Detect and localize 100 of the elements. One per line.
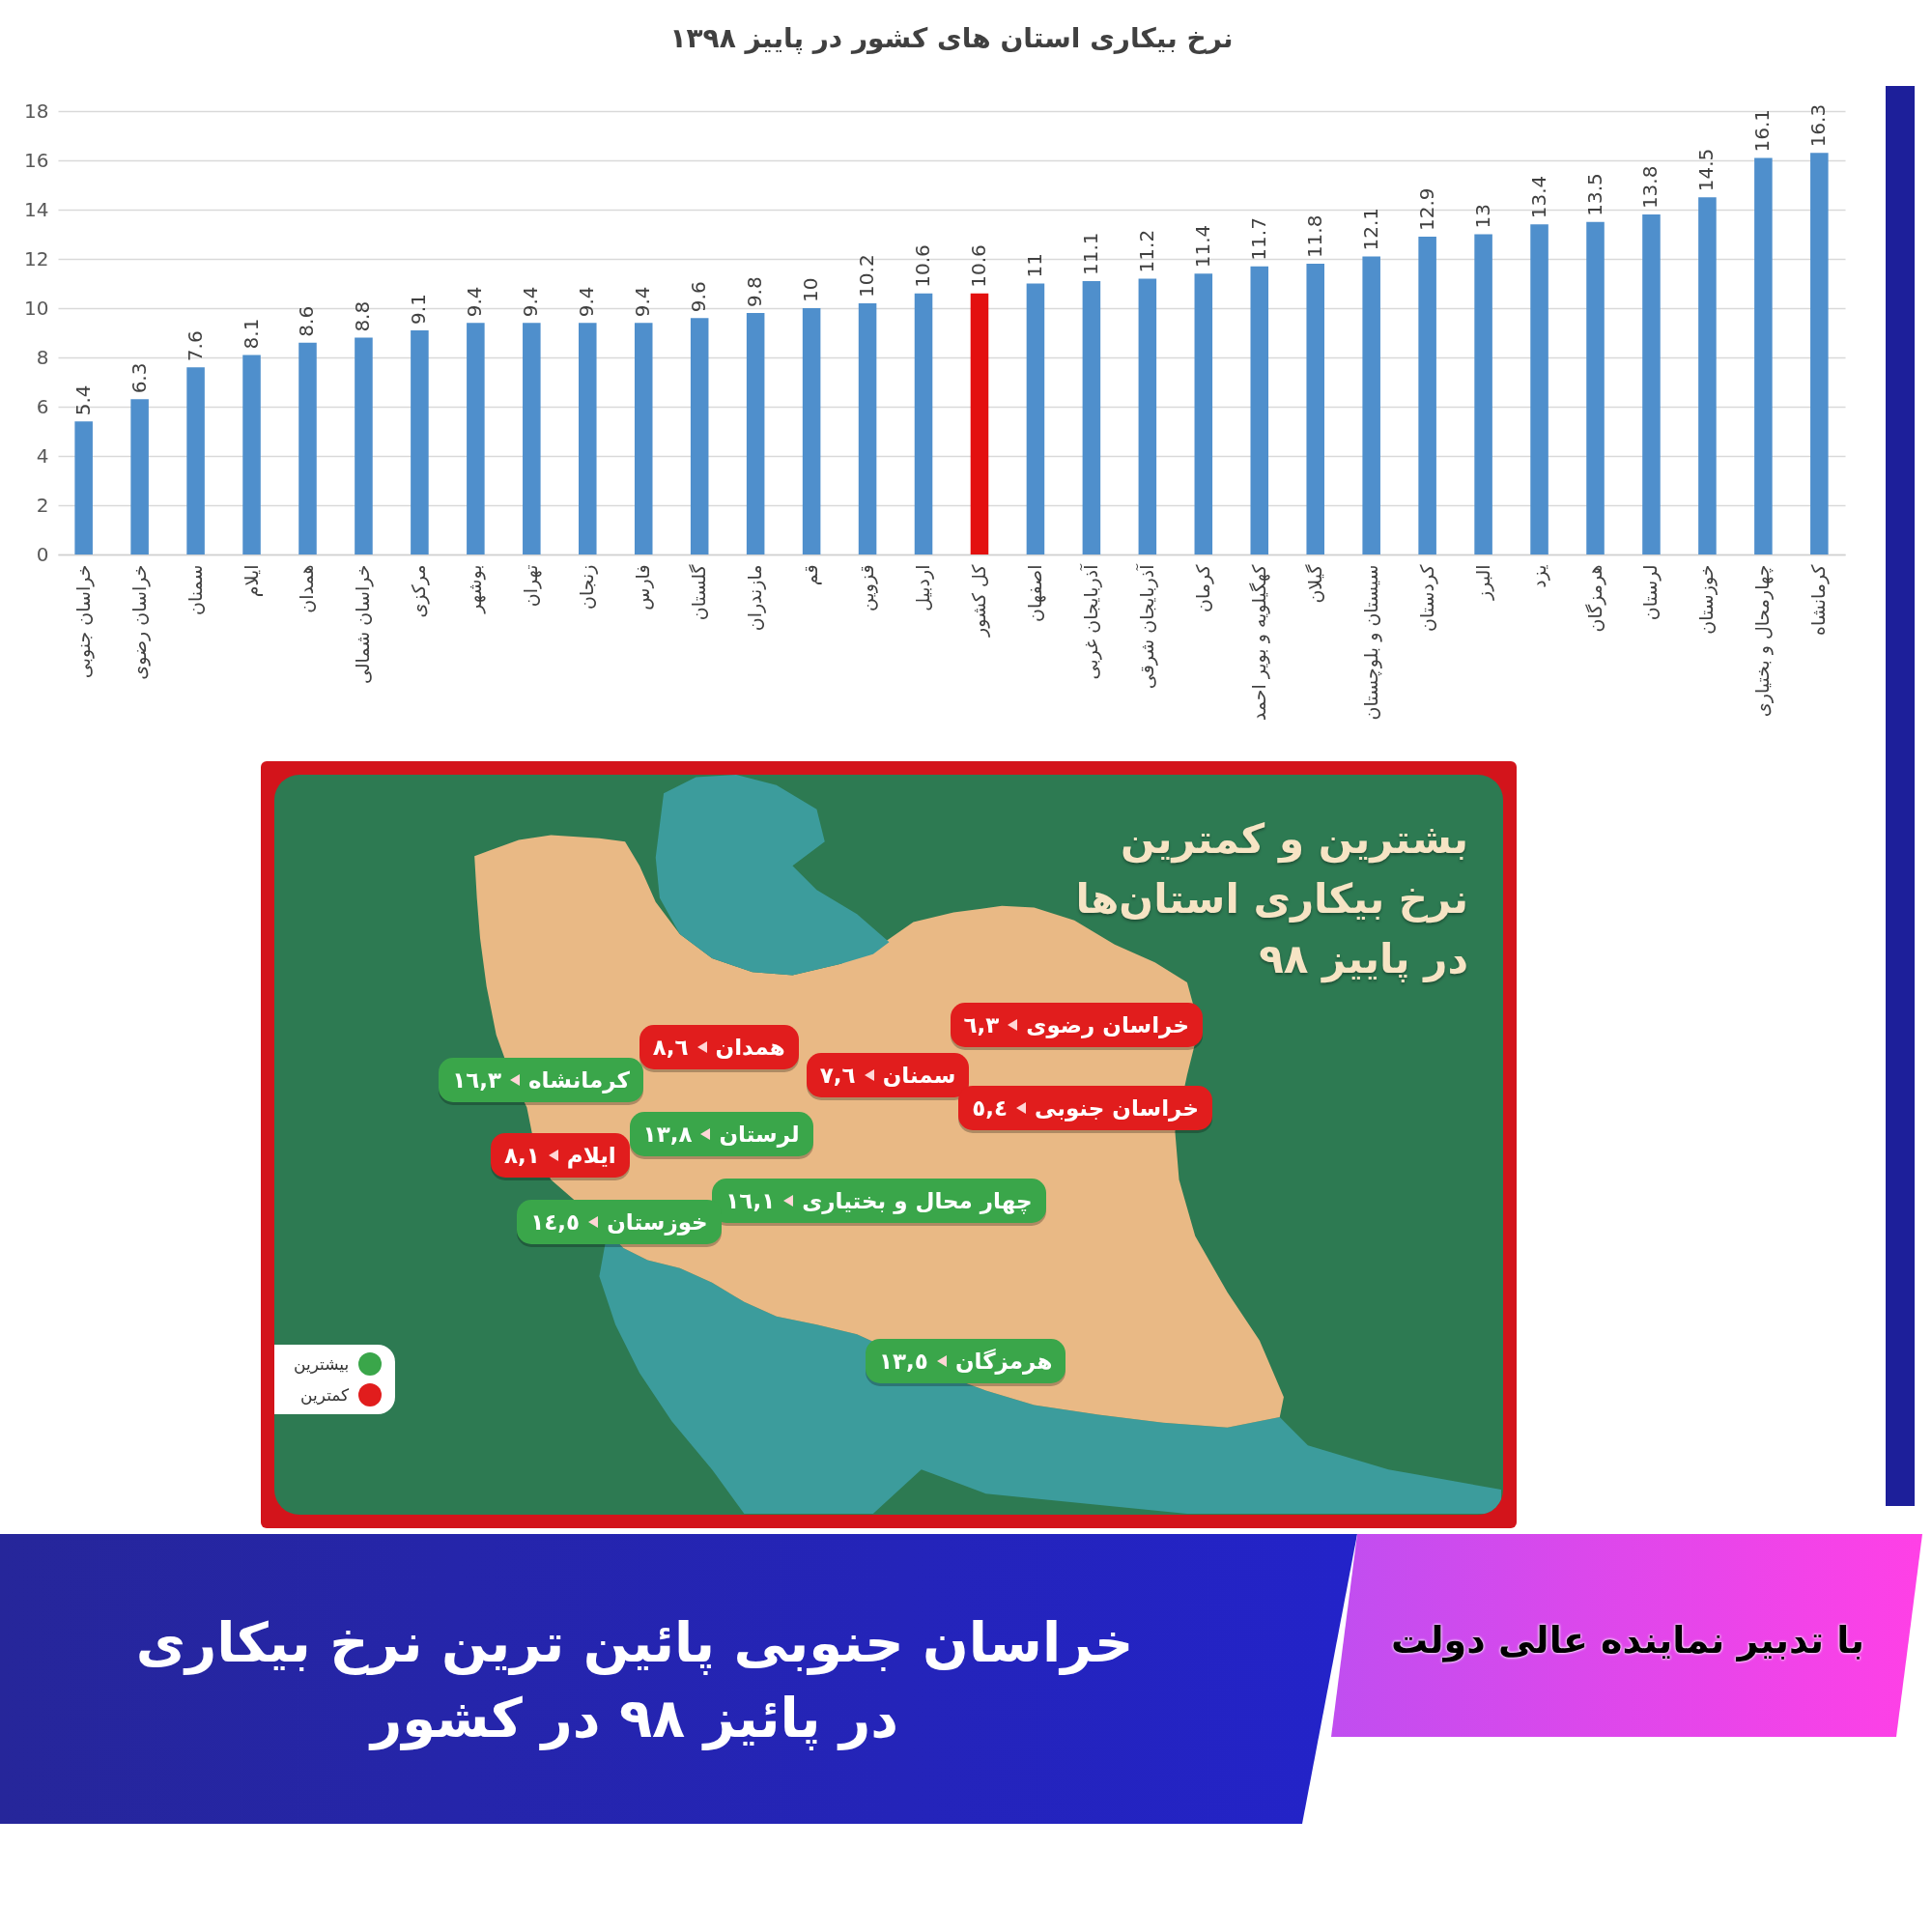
x-tick-label: لرستان: [1639, 564, 1662, 621]
x-tick-label: آذربایجان غربی: [1078, 563, 1102, 680]
data-label: ٦,٣: [963, 1012, 1000, 1037]
data-label: ٨,١: [504, 1143, 540, 1168]
text: با تدبیر نماینده عالی دولت: [1390, 1619, 1865, 1662]
bar: [1754, 157, 1773, 554]
x-tick-label: قم: [800, 564, 823, 586]
y-tick-label: 6: [36, 394, 49, 418]
bar: [1082, 280, 1101, 554]
category-label: خوزستان: [607, 1209, 708, 1236]
x-tick-label: کردستان: [1415, 563, 1438, 632]
bar: [914, 293, 933, 554]
data-label: 12.9: [1414, 187, 1438, 232]
data-label: 9.1: [407, 294, 431, 325]
x-tick-label: فارس: [632, 564, 655, 611]
data-label: ٧,٦: [819, 1062, 856, 1088]
data-label: 13.4: [1526, 175, 1550, 219]
bar: [1530, 224, 1548, 554]
category-label: چهار محال و بختیاری: [802, 1187, 1033, 1213]
bar: [242, 355, 261, 554]
data-label: 8.8: [351, 300, 375, 332]
data-label: 10.2: [855, 254, 879, 298]
x-tick-label: کهگیلویه و بویر احمد: [1247, 563, 1270, 722]
data-label: 9.4: [575, 286, 599, 318]
y-tick-label: 12: [24, 246, 49, 270]
data-label: 14.5: [1694, 148, 1719, 192]
data-label: ١٤,٥: [530, 1209, 581, 1236]
bar: [579, 323, 597, 554]
x-tick-label: سیستان و بلوچستان: [1359, 564, 1382, 721]
bar: [858, 302, 877, 554]
data-label: 5.4: [71, 384, 95, 416]
category-label: خراسان جنوبی: [1035, 1094, 1199, 1121]
data-label: ١٦,١: [725, 1187, 776, 1213]
bar: [74, 421, 93, 554]
x-tick-label: خراسان شمالی: [352, 564, 375, 685]
y-tick-label: 10: [24, 296, 49, 320]
bar: [802, 308, 821, 554]
x-tick-label: چهارمحال و بختیاری: [1751, 564, 1775, 718]
x-tick-label: یزد: [1527, 564, 1550, 588]
x-tick-label: کرمانشاه: [1807, 563, 1831, 636]
bar: [1418, 237, 1436, 554]
legend-label: کمترین: [300, 1385, 350, 1405]
text: خراسان جنوبی پائین ترین نرخ بیکاری در پائیز ۹۸ در کشور: [134, 1610, 1135, 1752]
x-tick-label: گیلان: [1303, 563, 1325, 604]
data-label: 11.7: [1246, 217, 1270, 261]
data-label: 11.1: [1078, 232, 1102, 275]
bar: [1138, 278, 1157, 554]
data-label: 11.4: [1190, 224, 1214, 269]
data-label: 11.2: [1134, 229, 1158, 273]
x-tick-label: قزوین: [856, 564, 879, 611]
category-label: ایلام: [566, 1143, 616, 1168]
bar: [523, 323, 541, 554]
bar: [1698, 197, 1717, 554]
x-tick-label: ایلام: [240, 564, 263, 598]
data-label: 13: [1470, 204, 1494, 229]
y-tick-label: 2: [36, 493, 49, 517]
category-label: سمنان: [882, 1062, 956, 1088]
bar: [1194, 273, 1213, 554]
bar: [746, 313, 765, 554]
data-label: 10: [799, 277, 823, 302]
x-tick-label: اصفهان: [1023, 564, 1046, 623]
x-tick-label: مازندران: [744, 564, 767, 632]
data-label: 16.3: [1806, 103, 1831, 148]
bar: [690, 318, 709, 554]
bar: [467, 323, 485, 554]
data-label: 16.1: [1750, 108, 1775, 153]
bar: [1586, 221, 1605, 554]
bar: [1810, 153, 1829, 554]
bar: [355, 337, 373, 554]
bar: [1362, 256, 1380, 554]
x-tick-label: آذربایجان شرقی: [1134, 563, 1158, 690]
x-tick-label: سمنان: [184, 564, 206, 615]
data-label: 13.5: [1582, 173, 1606, 216]
data-label: 13.8: [1638, 165, 1662, 210]
x-tick-label: کل کشور: [967, 563, 990, 638]
y-tick-label: 8: [36, 345, 49, 369]
bar: [1306, 264, 1324, 554]
x-tick-label: کرمان: [1191, 563, 1214, 612]
x-tick-label: همدان: [296, 564, 318, 613]
data-label: 9.4: [463, 286, 487, 318]
category-label: کرمانشاه: [528, 1066, 630, 1093]
category-label: هرمزگان: [954, 1349, 1053, 1375]
category-label: همدان: [715, 1035, 785, 1061]
data-label: ١٣,٨: [642, 1121, 693, 1147]
bar: [634, 323, 653, 554]
y-tick-label: 14: [24, 197, 49, 221]
data-label: ١٣,٥: [879, 1349, 928, 1375]
data-label: 10.6: [966, 244, 990, 288]
data-label: 12.1: [1358, 207, 1382, 251]
y-tick-label: 18: [24, 99, 49, 123]
data-label: 9.4: [519, 286, 543, 318]
bar: [186, 367, 205, 554]
data-label: 8.1: [239, 318, 263, 350]
y-tick-label: 0: [36, 542, 49, 566]
legend-label: بیشترین: [294, 1354, 350, 1374]
bar: [970, 293, 989, 554]
chart-title: نرخ بیکاری استان های کشور در پاییز ۱۳۹۸: [669, 22, 1234, 54]
x-tick-label: مرکزی: [408, 564, 431, 618]
data-label: ٥,٤: [972, 1094, 1009, 1121]
x-tick-label: البرز: [1471, 564, 1494, 601]
